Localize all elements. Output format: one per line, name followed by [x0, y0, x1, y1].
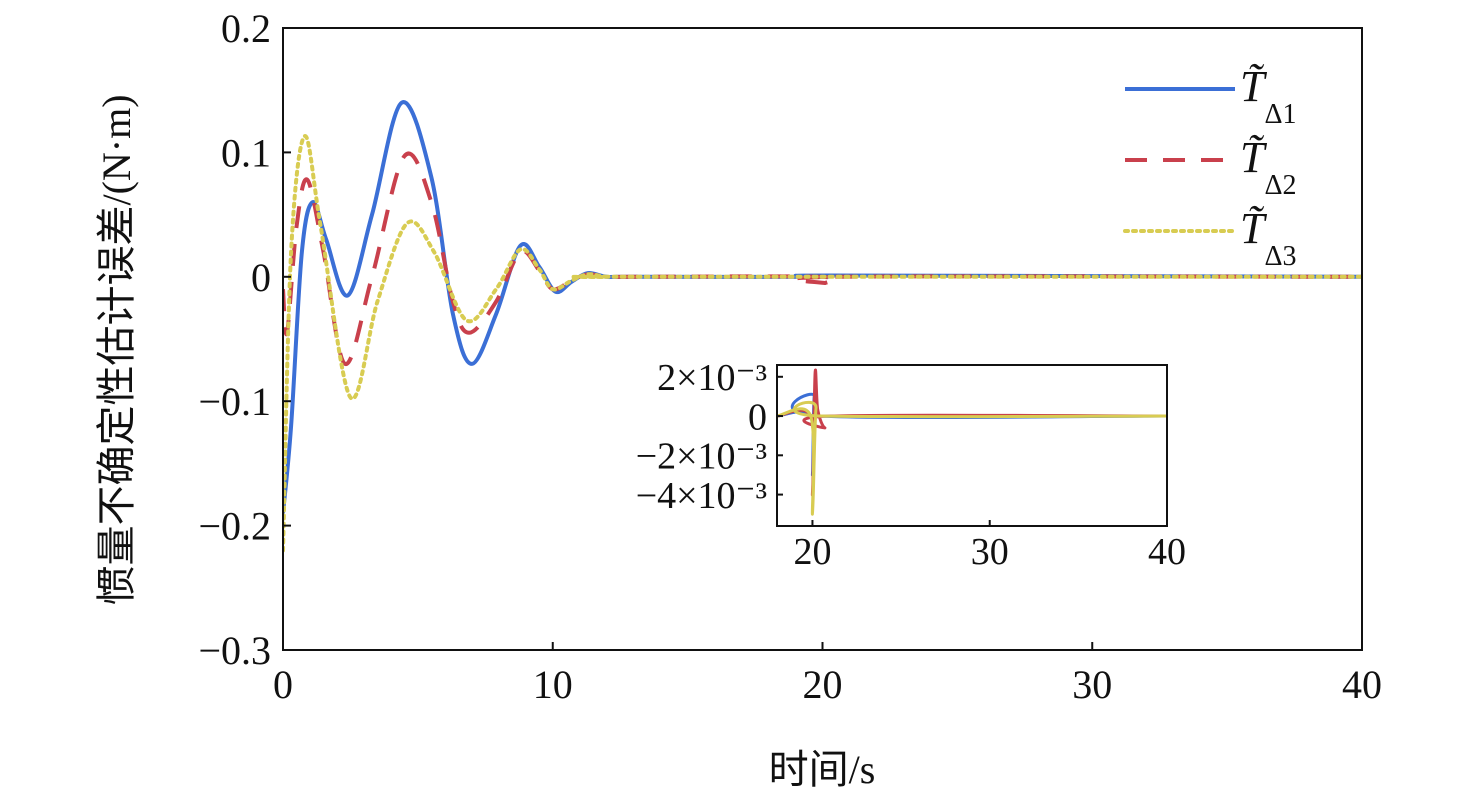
main-plot: 0 10 20 30 40 0.2 0.1 0 −0.1 −0.2 −0.3 [198, 6, 1382, 707]
x-tick-label: 30 [1072, 662, 1112, 707]
series-line-3 [283, 134, 1362, 553]
legend-label-1: T̃Δ1 [1240, 62, 1297, 130]
x-tick-label: 10 [533, 662, 573, 707]
y-tick-label: 2×10⁻³ [657, 357, 767, 399]
y-tick-label: 0.2 [221, 6, 271, 51]
y-tick-label: −0.3 [198, 628, 271, 673]
x-tick-label: 0 [273, 662, 293, 707]
y-tick-label: −2×10⁻³ [636, 436, 767, 478]
legend: T̃Δ1T̃Δ2T̃Δ3 [1123, 62, 1297, 272]
series-line-3 [777, 400, 1167, 516]
series-line-2 [283, 151, 1362, 366]
x-axis-label: 时间/s [769, 747, 876, 792]
y-tick-label: −4×10⁻³ [636, 475, 767, 517]
legend-label-3: T̃Δ3 [1240, 204, 1297, 272]
x-tick-label: 20 [803, 662, 843, 707]
x-tick-label: 30 [971, 531, 1009, 573]
y-tick-label: 0 [251, 255, 271, 300]
x-tick-label: 40 [1148, 531, 1186, 573]
y-tick-label: −0.1 [198, 379, 271, 424]
y-axis-label: 惯量不确定性估计误差/(N·m) [94, 94, 139, 605]
y-tick-label: 0.1 [221, 130, 271, 175]
inset-background [777, 365, 1167, 526]
x-tick-label: 20 [793, 531, 831, 573]
inset-plot: 20 30 40 2×10⁻³0−2×10⁻³−4×10⁻³ [636, 357, 1186, 573]
x-tick-label: 40 [1342, 662, 1382, 707]
y-tick-label: 0 [748, 396, 767, 438]
legend-label-2: T̃Δ2 [1240, 133, 1297, 201]
plot-frame [776, 364, 1168, 527]
y-tick-label: −0.2 [198, 504, 271, 549]
